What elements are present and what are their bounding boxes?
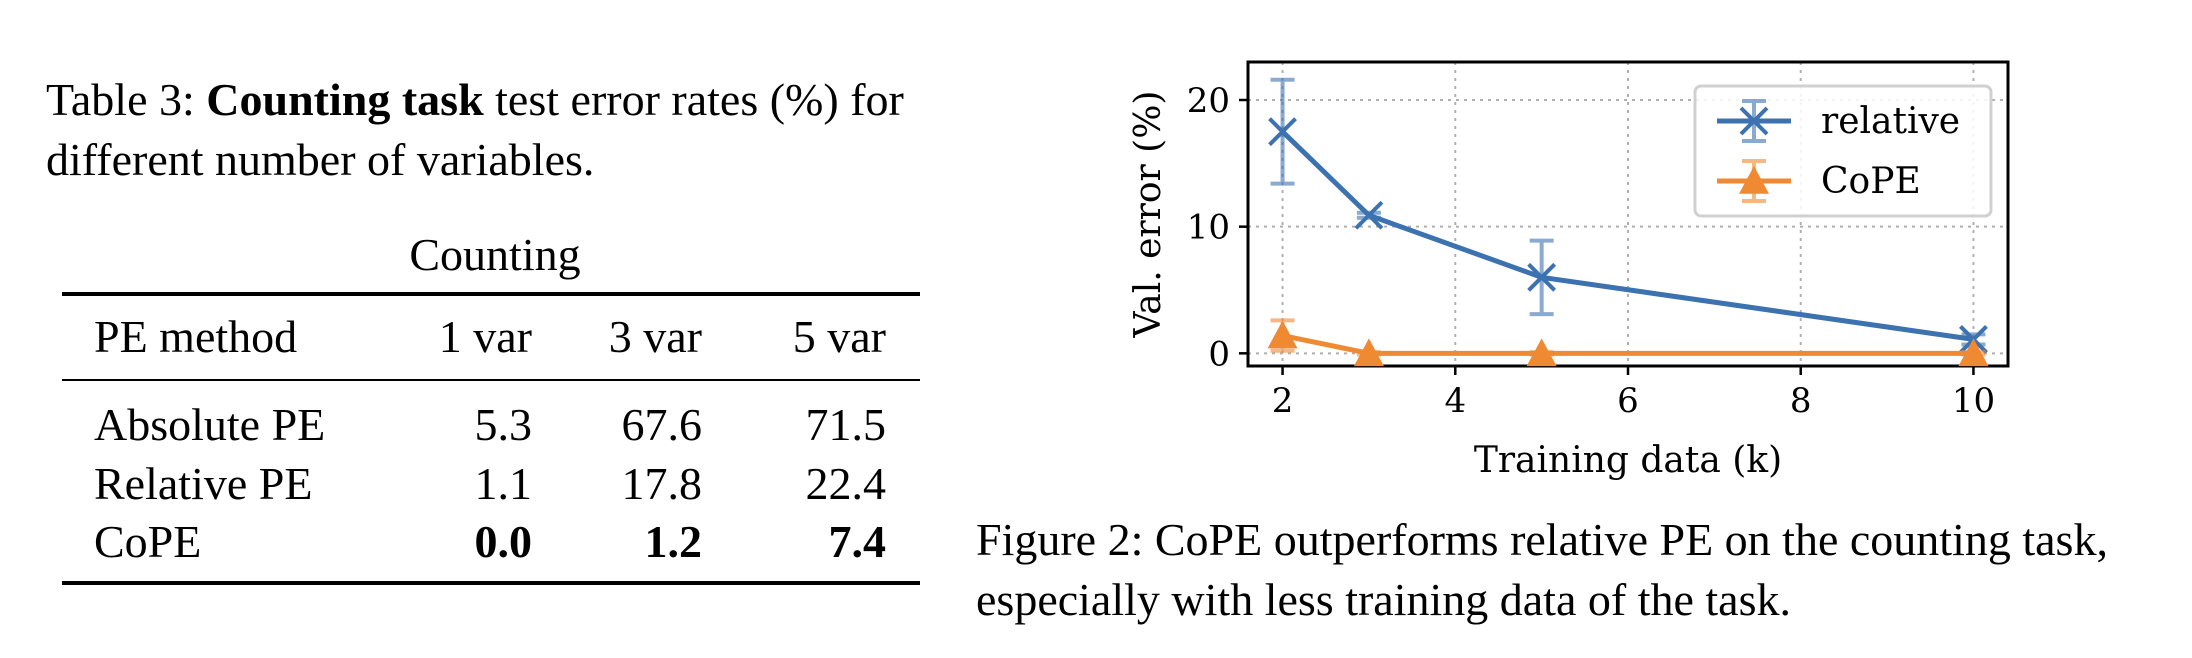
legend-item: relative — [1717, 99, 1960, 143]
table-cell: 5.3 — [474, 399, 533, 450]
data-point — [1958, 338, 1989, 367]
table-top-rule — [62, 292, 920, 296]
table-cell: 17.8 — [621, 458, 703, 509]
series-line — [1282, 333, 1974, 356]
table-cell-best: 0.0 — [474, 516, 533, 567]
table-caption-rest: test error rates (%) for different numbe… — [46, 74, 904, 185]
table-mid-rule — [62, 379, 920, 381]
table-row-relative-method: Relative PE — [94, 458, 313, 509]
table-cell: 67.6 — [621, 399, 703, 450]
table-group-header: Counting — [409, 229, 581, 280]
table-cell: 71.5 — [805, 399, 887, 450]
x-tick-label: 8 — [1790, 381, 1812, 421]
table-caption: Table 3: Counting task test error rates … — [46, 70, 946, 190]
legend-label: CoPE — [1821, 161, 1921, 202]
table-caption-bold: Counting task — [206, 74, 484, 125]
data-point — [1268, 117, 1297, 147]
marker-stroke — [1739, 106, 1769, 136]
table-cell-best: 1.2 — [644, 516, 703, 567]
column-header-1var: 1 var — [438, 311, 532, 362]
data-point — [1354, 200, 1384, 230]
marker-stroke — [1354, 200, 1384, 230]
series-line — [1280, 129, 1974, 342]
line-chart: 2 4 6 8 10 0 10 20 Training data (k) Val. error (… — [1128, 60, 2010, 481]
legend-marker — [1739, 166, 1769, 194]
legend-item: CoPE — [1717, 159, 1921, 203]
x-tick-label: 6 — [1617, 381, 1639, 421]
data-point — [1267, 320, 1298, 349]
legend: relative CoPE — [1693, 84, 1993, 218]
marker-stroke — [1268, 117, 1297, 147]
x-tick-label: 4 — [1444, 381, 1466, 421]
table-cell: 1.1 — [474, 458, 533, 509]
series-relative — [1268, 77, 1988, 354]
table-cell: 22.4 — [805, 458, 887, 509]
data-point — [1527, 262, 1557, 292]
table-row-cope-method: CoPE — [94, 516, 202, 567]
column-header-3var: 3 var — [608, 311, 702, 362]
table-bottom-rule — [62, 581, 920, 585]
x-tick-label: 10 — [1952, 381, 1995, 421]
data-point — [1526, 338, 1557, 367]
table-cell-best: 7.4 — [828, 516, 887, 567]
figure-caption: Figure 2: CoPE outperforms relative PE o… — [976, 514, 2108, 625]
y-axis-label: Val. error (%) — [1128, 91, 1169, 339]
figure-chart: 2 4 6 8 10 0 10 20 Training data (k) Val. error (… — [1100, 40, 2040, 510]
series-cope — [1267, 318, 1989, 367]
table-caption-prefix: Table 3: — [46, 74, 195, 125]
x-axis-label: Training data (k) — [1474, 440, 1782, 481]
column-header-5var: 5 var — [792, 311, 886, 362]
legend-label: relative — [1821, 101, 1960, 142]
y-tick-label: 10 — [1187, 208, 1230, 248]
marker-stroke — [1527, 262, 1557, 292]
table-row-absolute-method: Absolute PE — [94, 399, 326, 450]
y-tick-label: 20 — [1187, 81, 1230, 121]
data-point — [1353, 338, 1384, 367]
y-tick-label: 0 — [1208, 334, 1230, 374]
column-header-method: PE method — [94, 311, 298, 362]
x-tick-label: 2 — [1272, 381, 1294, 421]
table-section: Table 3: Counting task test error rates … — [0, 0, 960, 658]
legend-marker — [1739, 106, 1769, 136]
